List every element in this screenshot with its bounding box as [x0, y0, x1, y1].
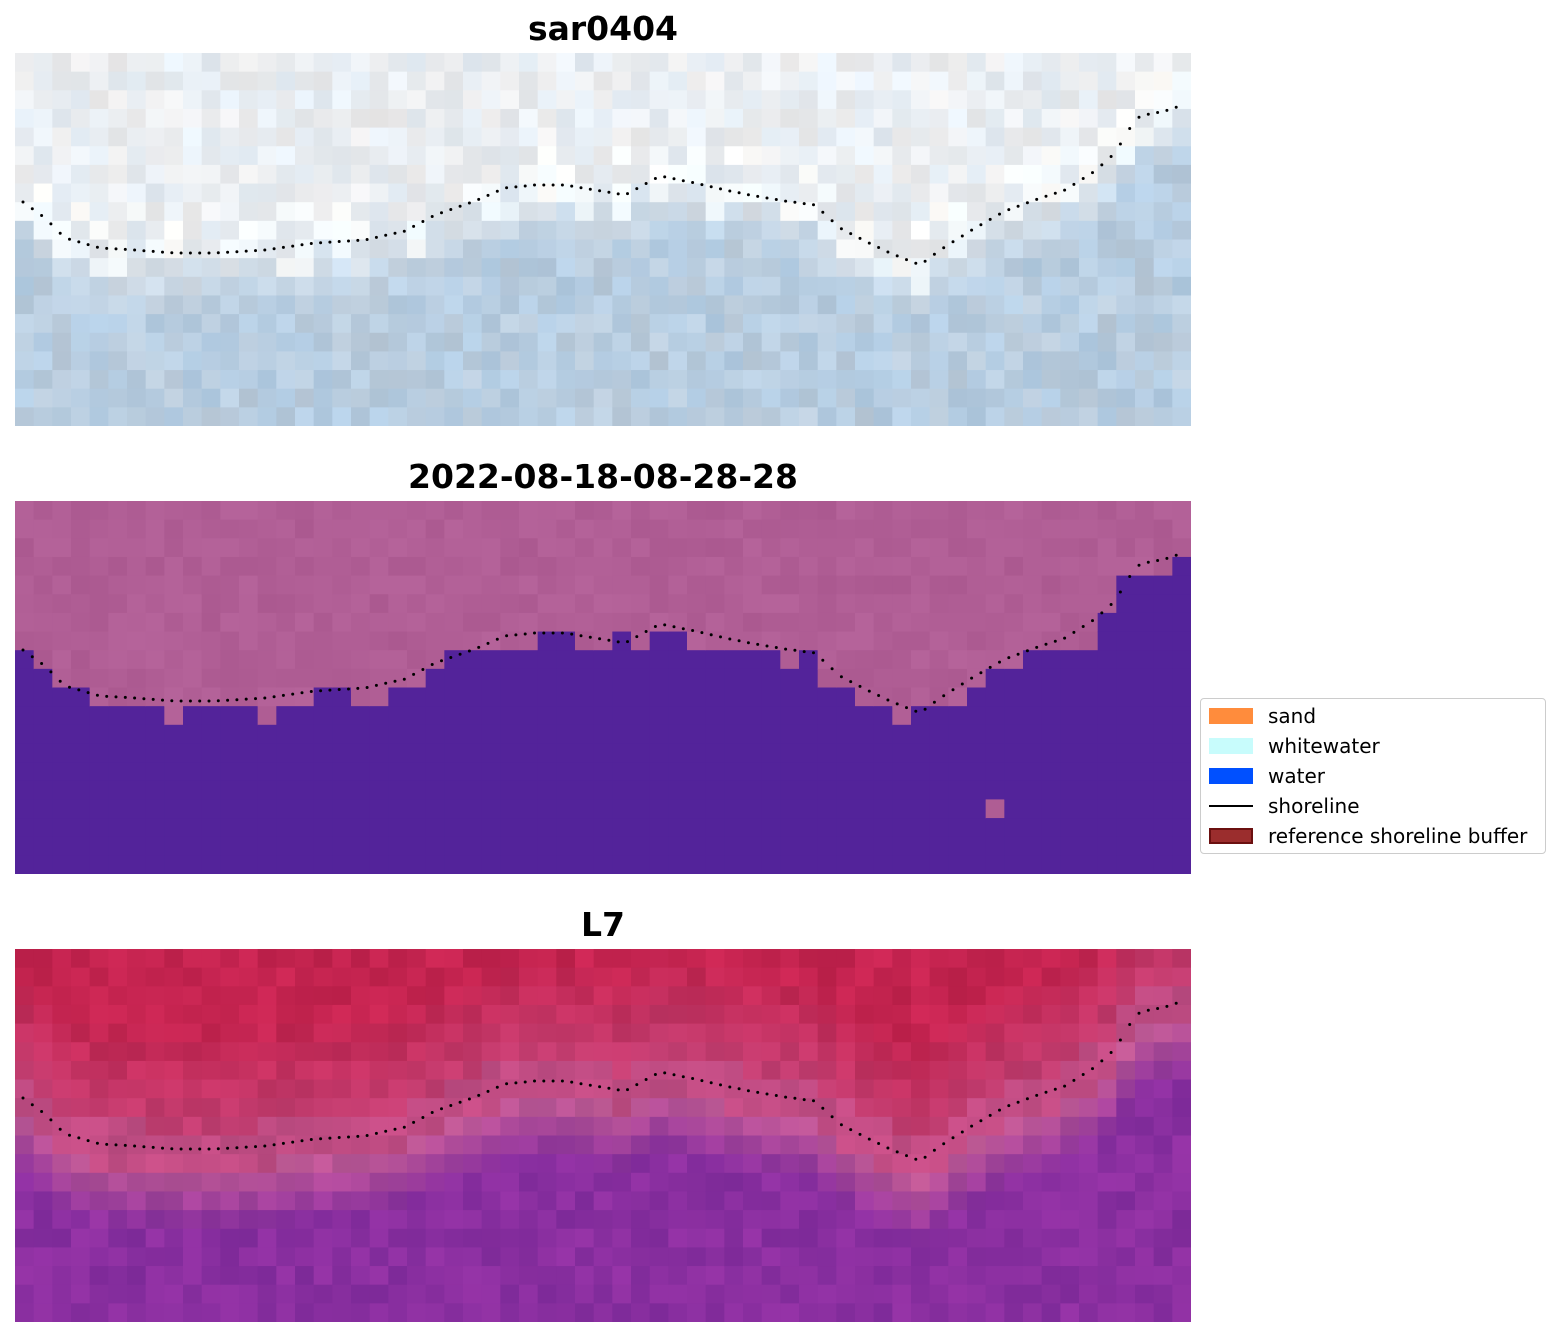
raster-pixels — [15, 949, 1191, 1322]
shoreline-dots — [21, 1001, 1178, 1161]
panel-title-sar: sar0404 — [527, 9, 679, 48]
legend-label-whitewater: whitewater — [1268, 734, 1380, 758]
panel-title-classified: 2022-08-18-08-28-28 — [408, 457, 798, 496]
panel-title-l7: L7 — [581, 905, 625, 944]
whitewater-swatch — [1209, 738, 1253, 754]
raster-pixels — [15, 501, 1191, 874]
legend: sand whitewater water shoreline referenc… — [1200, 698, 1546, 854]
image-panel-l7 — [15, 949, 1191, 1322]
legend-label-reference-buffer: reference shoreline buffer — [1268, 824, 1528, 848]
legend-item-shoreline: shoreline — [1207, 794, 1543, 818]
sand-swatch — [1209, 708, 1253, 724]
raster-pixels — [15, 53, 1191, 426]
legend-item-reference-buffer: reference shoreline buffer — [1207, 824, 1543, 848]
water-swatch — [1209, 768, 1253, 784]
classified-image — [15, 501, 1191, 874]
legend-item-sand: sand — [1207, 704, 1543, 728]
image-panel-sar — [15, 53, 1191, 426]
legend-label-shoreline: shoreline — [1268, 794, 1360, 818]
legend-item-whitewater: whitewater — [1207, 734, 1543, 758]
shoreline-dots — [21, 553, 1178, 713]
legend-item-water: water — [1207, 764, 1543, 788]
image-panel-classified — [15, 501, 1191, 874]
reference-buffer-swatch — [1209, 828, 1253, 844]
sar-image — [15, 53, 1191, 426]
legend-label-sand: sand — [1268, 704, 1317, 728]
legend-label-water: water — [1268, 764, 1325, 788]
shoreline-dots — [21, 105, 1178, 265]
l7-image — [15, 949, 1191, 1322]
shoreline-line-swatch — [1209, 805, 1253, 807]
